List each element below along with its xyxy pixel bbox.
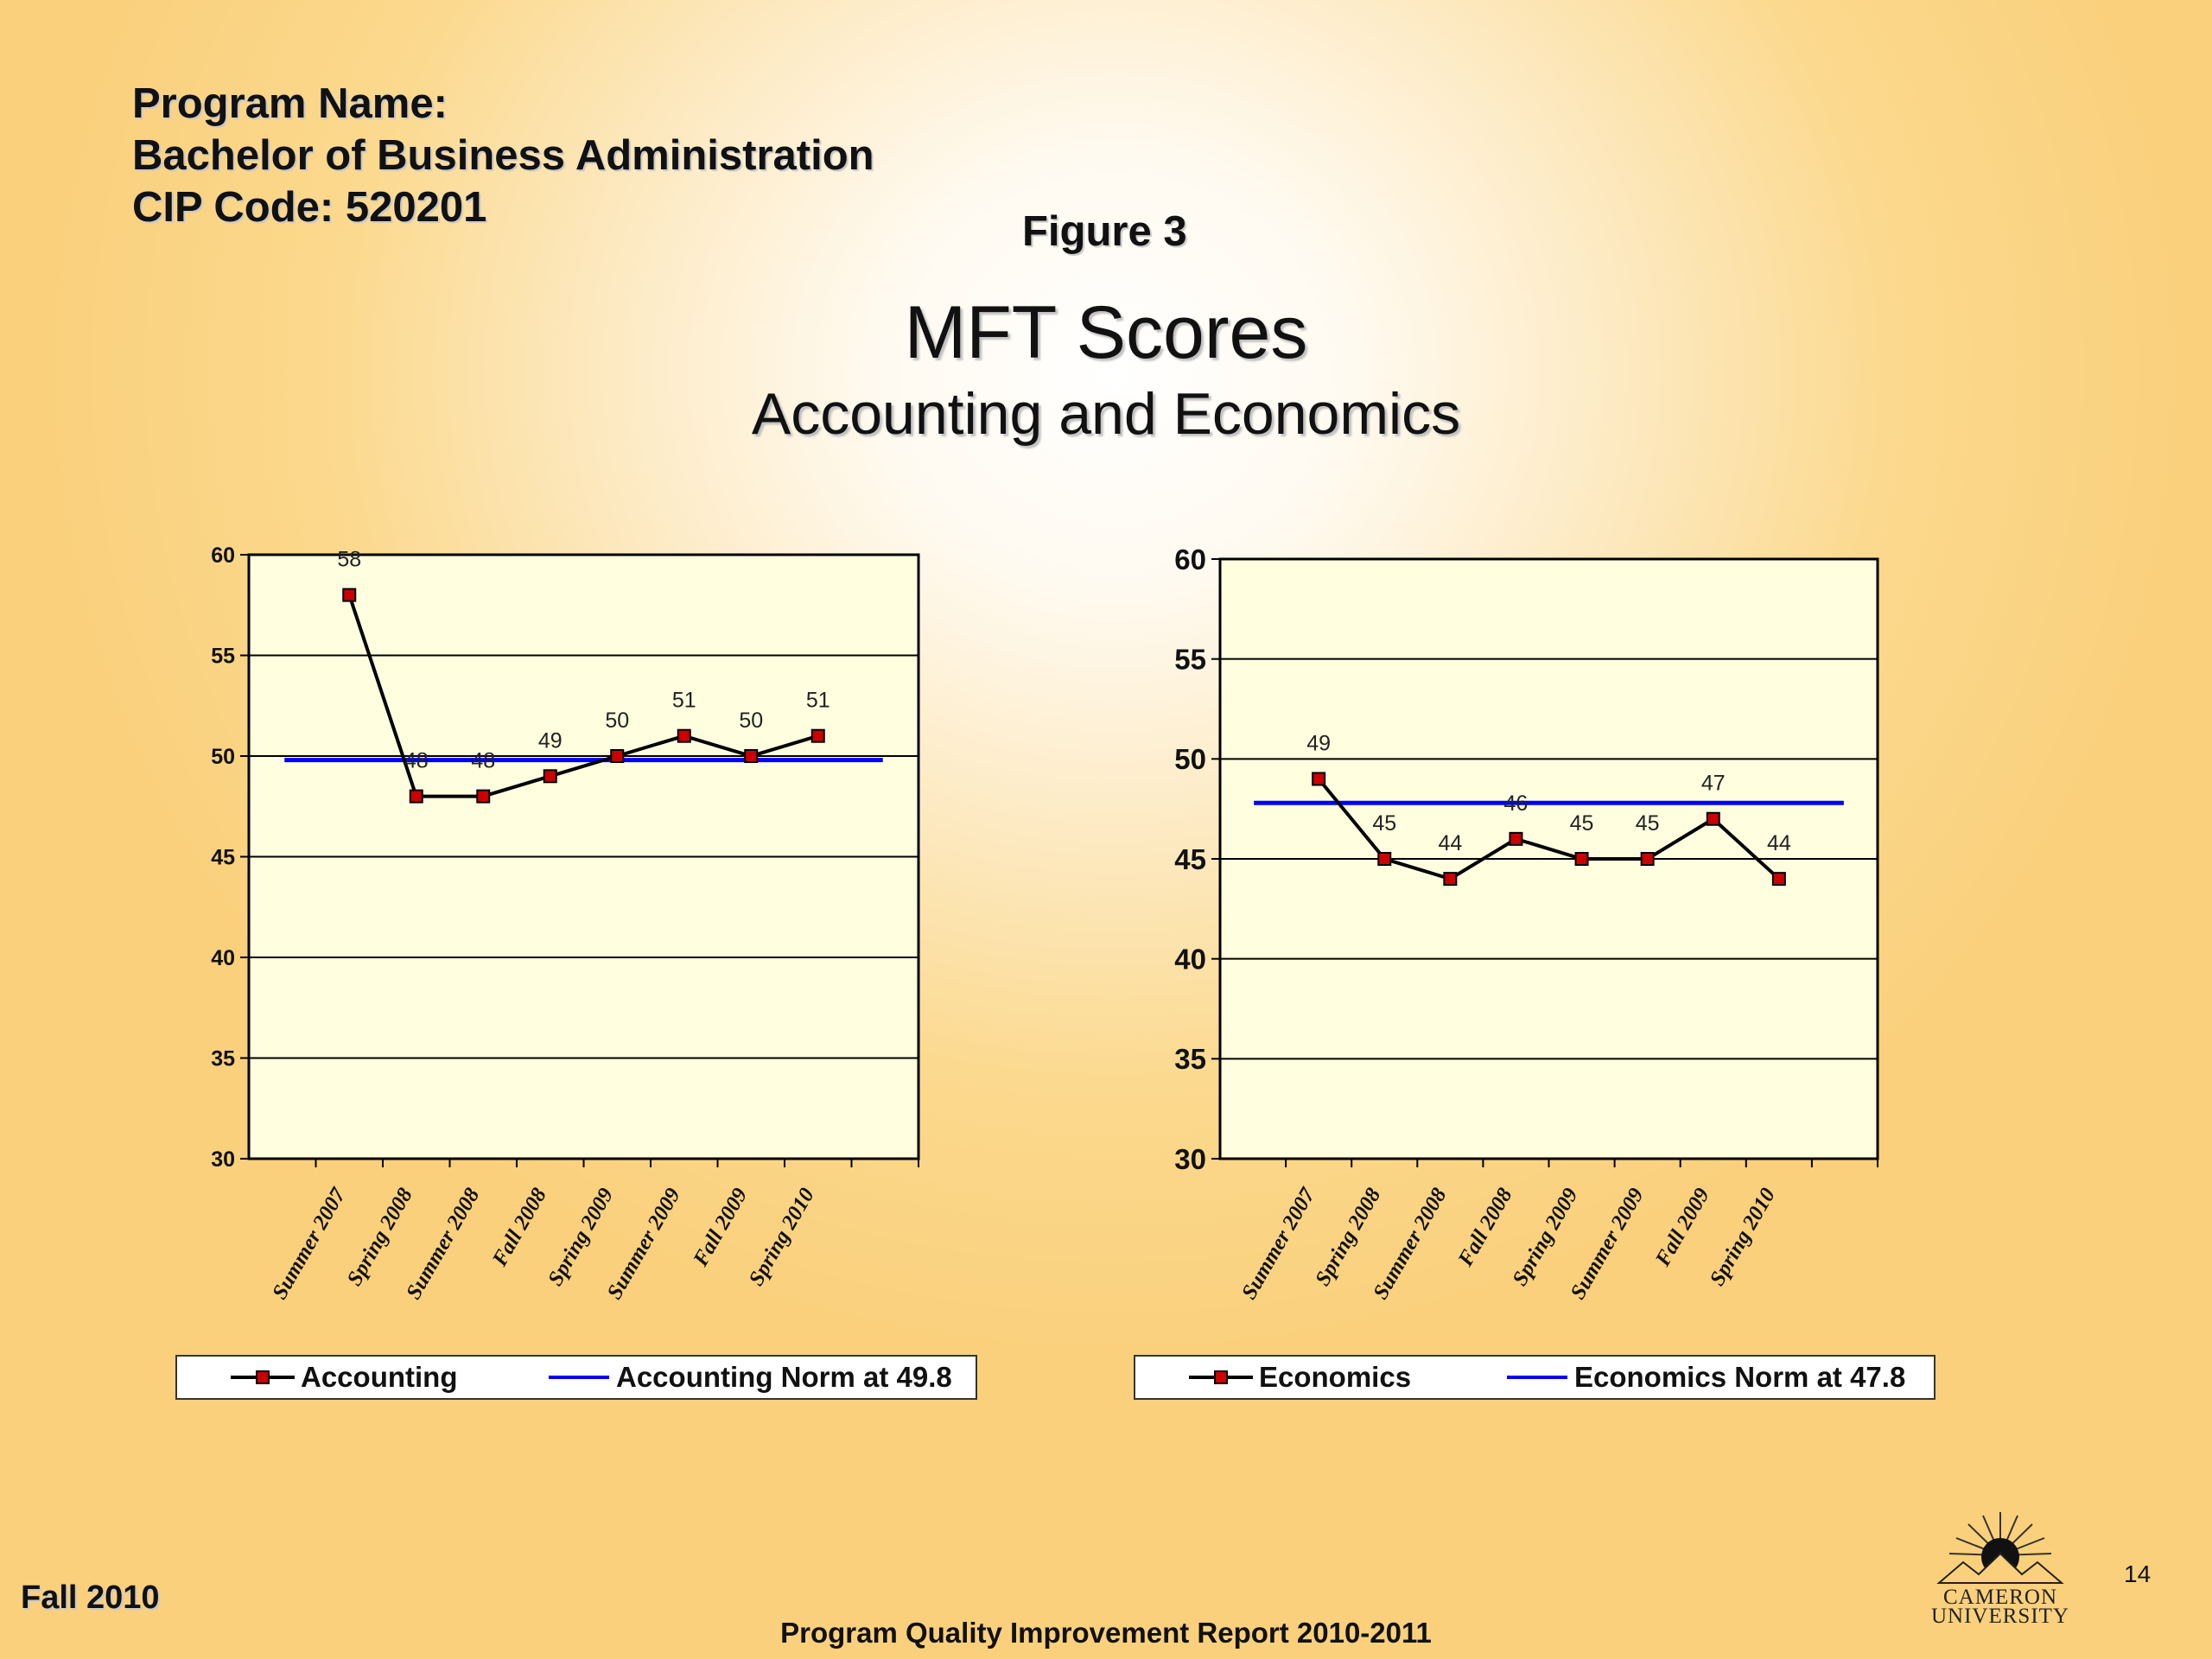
accounting-ytick-label: 55 xyxy=(211,645,235,669)
economics-data-label: 47 xyxy=(1701,772,1726,796)
economics-legend-marker xyxy=(1214,1370,1228,1384)
economics-legend: Economics Economics Norm at 47.8 xyxy=(1134,1355,1936,1400)
program-name-label: Program Name: xyxy=(132,80,448,127)
economics-data-label: 45 xyxy=(1570,811,1594,836)
economics-data-label: 44 xyxy=(1767,831,1791,855)
accounting-point xyxy=(543,769,557,784)
economics-point xyxy=(1706,811,1720,826)
accounting-point xyxy=(610,749,625,763)
legend-economics: Economics xyxy=(1259,1361,1412,1393)
footer-term: Fall 2010 xyxy=(21,1580,160,1616)
economics-data-label: 44 xyxy=(1438,831,1462,855)
economics-data-label: 45 xyxy=(1372,811,1396,836)
accounting-point xyxy=(476,789,491,804)
economics-ytick-label: 35 xyxy=(1174,1043,1206,1075)
economics-xtick-label: Spring 2008 xyxy=(1311,1184,1385,1290)
economics-data-label: 46 xyxy=(1504,791,1529,816)
economics-ytick-label: 45 xyxy=(1174,843,1206,875)
accounting-ytick-label: 60 xyxy=(211,543,235,568)
legend-accounting: Accounting xyxy=(301,1361,458,1393)
economics-xtick-label: Fall 2009 xyxy=(1650,1184,1714,1271)
accounting-xtick-label: Spring 2008 xyxy=(343,1184,417,1290)
economics-point xyxy=(1377,852,1392,866)
economics-ytick-label: 30 xyxy=(1174,1143,1206,1175)
accounting-xtick-label: Spring 2009 xyxy=(543,1184,618,1290)
mountains-icon xyxy=(1936,1552,2064,1584)
accounting-point xyxy=(342,588,357,602)
chart-subtitle: Accounting and Economics xyxy=(751,381,1461,447)
economics-ytick-label: 40 xyxy=(1174,944,1206,976)
accounting-data-label: 48 xyxy=(404,749,429,773)
legend-economics-norm: Economics Norm at 47.8 xyxy=(1574,1361,1906,1393)
economics-point xyxy=(1574,852,1589,866)
economics-point xyxy=(1771,872,1786,887)
chart-title: MFT Scores xyxy=(904,291,1308,374)
accounting-data-label: 51 xyxy=(806,689,830,713)
accounting-ytick-label: 50 xyxy=(211,745,235,769)
accounting-xtick-label: Fall 2008 xyxy=(487,1184,551,1271)
legend-accounting-norm: Accounting Norm at 49.8 xyxy=(616,1361,952,1393)
economics-legend-swatches xyxy=(1189,1370,1567,1384)
accounting-data-label: 49 xyxy=(538,728,563,753)
accounting-ytick-label: 35 xyxy=(211,1047,235,1071)
accounting-xtick-label: Spring 2010 xyxy=(745,1184,819,1290)
accounting-ytick-label: 30 xyxy=(211,1147,235,1172)
accounting-data-label: 58 xyxy=(337,548,361,572)
accounting-xtick-label: Summer 2007 xyxy=(268,1183,351,1303)
page-number: 14 xyxy=(2124,1560,2152,1587)
accounting-data-label: 51 xyxy=(672,689,696,713)
economics-xtick-label: Spring 2009 xyxy=(1508,1184,1582,1290)
accounting-data-label: 48 xyxy=(471,749,495,773)
accounting-series-line xyxy=(347,594,819,798)
accounting-data-label: 50 xyxy=(739,709,763,733)
footer-report-title: Program Quality Improvement Report 2010-… xyxy=(780,1617,1432,1649)
logo-line1: CAMERON xyxy=(1942,1586,2057,1609)
economics-xtick-label: Spring 2010 xyxy=(1706,1184,1780,1290)
accounting-xtick-label: Summer 2008 xyxy=(402,1184,485,1303)
logo-line2: UNIVERSITY xyxy=(1931,1605,2069,1628)
accounting-ytick-label: 45 xyxy=(211,846,235,870)
accounting-point xyxy=(409,789,423,804)
accounting-xtick-label: Summer 2009 xyxy=(603,1184,686,1303)
economics-data-label: 49 xyxy=(1306,731,1331,755)
economics-ytick-label: 60 xyxy=(1174,543,1206,575)
accounting-point xyxy=(810,728,825,743)
accounting-legend-marker xyxy=(256,1370,270,1384)
economics-data-label: 45 xyxy=(1636,811,1660,836)
accounting-data-label: 50 xyxy=(605,709,629,733)
accounting-ytick-label: 40 xyxy=(211,946,235,970)
economics-ytick-label: 55 xyxy=(1174,644,1206,676)
figure-label: Figure 3 xyxy=(1022,208,1187,255)
accounting-point xyxy=(677,728,691,743)
economics-point xyxy=(1640,852,1655,866)
economics-xtick-label: Summer 2007 xyxy=(1237,1183,1320,1303)
program-name-value: Bachelor of Business Administration xyxy=(132,132,874,179)
economics-xtick-label: Fall 2008 xyxy=(1453,1184,1517,1271)
accounting-xtick-label: Fall 2009 xyxy=(689,1184,753,1271)
economics-point xyxy=(1443,872,1458,887)
economics-ytick-label: 50 xyxy=(1174,743,1206,775)
cameron-university-logo xyxy=(1936,1512,2064,1584)
economics-point xyxy=(1312,772,1326,786)
accounting-point xyxy=(744,749,759,763)
accounting-legend: Accounting Accounting Norm at 49.8 xyxy=(175,1355,977,1400)
logo-text: CAMERON UNIVERSITY xyxy=(1930,1586,2070,1628)
cip-code: CIP Code: 520201 xyxy=(132,184,487,231)
accounting-legend-swatches xyxy=(231,1370,609,1384)
economics-point xyxy=(1509,831,1523,846)
economics-series-line xyxy=(1317,778,1781,881)
